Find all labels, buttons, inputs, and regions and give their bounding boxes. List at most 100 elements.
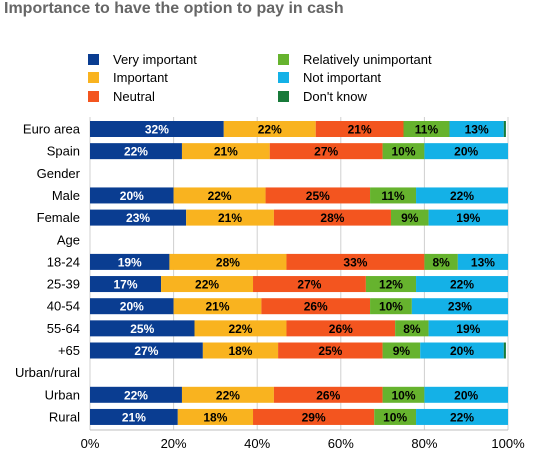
bar-rural-not-important: [416, 408, 508, 425]
category-label-rural: Rural: [49, 409, 80, 424]
x-tick-label: 0%: [81, 436, 100, 451]
data-label-female-not-important: 19%: [456, 211, 480, 225]
grid: [89, 117, 509, 431]
data-label-25-39-important: 22%: [195, 278, 219, 292]
category-label-18-24: 18-24: [47, 254, 80, 269]
category-label-spain: Spain: [47, 144, 80, 159]
bar-female-relatively-unimportant: [390, 209, 429, 226]
category-label-urban: Urban: [45, 387, 80, 402]
data-label-euro-area-not-important: 13%: [465, 123, 489, 137]
bar-euro-area-relatively-unimportant: [403, 121, 450, 137]
bar-25-39-important: [161, 276, 254, 293]
legend: Very important Important Neutral Relatively…: [88, 52, 432, 104]
category-label-40-54: 40-54: [47, 299, 80, 314]
data-label-40-54-neutral: 26%: [304, 300, 328, 314]
bar-spain-not-important: [424, 143, 508, 160]
data-label-euro-area-neutral: 21%: [348, 123, 372, 137]
legend-label-very-important: Very important: [113, 52, 197, 67]
data-label-female-very-important: 23%: [126, 211, 150, 225]
bar-40-54-important: [173, 298, 262, 315]
category-label-male: Male: [52, 188, 80, 203]
data-label-euro-area-important: 22%: [258, 123, 282, 137]
data-label-male-not-important: 22%: [450, 189, 474, 203]
data-label-male-neutral: 25%: [306, 189, 330, 203]
data-label-65-not-important: 20%: [450, 344, 474, 358]
data-label-40-54-not-important: 23%: [448, 300, 472, 314]
data-label-25-39-relatively-unimportant: 12%: [379, 278, 403, 292]
bar-euro-area-important: [223, 121, 316, 137]
bar-rural-important: [177, 408, 254, 425]
bar-18-24-neutral: [286, 253, 425, 270]
data-label-spain-very-important: 22%: [124, 145, 148, 159]
bar-male-neutral: [265, 187, 371, 204]
legend-swatch-relatively-unimportant: [278, 54, 289, 65]
bar-55-64-very-important: [90, 320, 195, 337]
bar-urban-important: [181, 386, 274, 403]
data-label-55-64-very-important: 25%: [130, 322, 154, 336]
data-label-rural-not-important: 22%: [450, 410, 474, 424]
bar-euro-area-very-important: [90, 121, 224, 137]
data-label-female-important: 21%: [218, 211, 242, 225]
bar-female-neutral: [273, 209, 391, 226]
bar-40-54-very-important: [90, 298, 174, 315]
data-label-18-24-very-important: 19%: [118, 255, 142, 269]
data-label-rural-important: 18%: [203, 410, 227, 424]
bar-euro-area-neutral: [315, 121, 404, 137]
bar-65-very-important: [90, 342, 203, 359]
bar-55-64-not-important: [428, 320, 508, 337]
data-label-18-24-not-important: 13%: [471, 255, 495, 269]
legend-swatch-very-important: [88, 54, 99, 65]
data-label-spain-important: 21%: [214, 145, 238, 159]
data-label-urban-very-important: 22%: [124, 388, 148, 402]
category-label-25-39: 25-39: [47, 277, 80, 292]
data-label-rural-relatively-unimportant: 10%: [383, 410, 407, 424]
data-label-spain-relatively-unimportant: 10%: [391, 145, 415, 159]
bar-euro-area-don-t-know: [503, 121, 506, 137]
data-label-spain-not-important: 20%: [454, 145, 478, 159]
data-label-55-64-not-important: 19%: [456, 322, 480, 336]
bar-18-24-not-important: [457, 253, 508, 270]
bar-65-don-t-know: [503, 342, 506, 359]
bar-25-39-relatively-unimportant: [365, 276, 417, 293]
bar-female-important: [186, 209, 274, 226]
data-label-25-39-not-important: 22%: [450, 278, 474, 292]
x-tick-label: 60%: [328, 436, 354, 451]
bar-male-not-important: [416, 187, 508, 204]
data-label-55-64-important: 22%: [228, 322, 252, 336]
data-label-male-important: 22%: [208, 189, 232, 203]
legend-label-not-important: Not important: [303, 70, 381, 85]
bar-male-relatively-unimportant: [370, 187, 417, 204]
bar-65-not-important: [420, 342, 504, 359]
bar-rural-very-important: [90, 408, 178, 425]
data-label-male-very-important: 20%: [120, 189, 144, 203]
data-label-18-24-neutral: 33%: [343, 255, 367, 269]
data-label-65-neutral: 25%: [318, 344, 342, 358]
x-tick-label: 40%: [244, 436, 270, 451]
category-label-urban-rural: Urban/rural: [15, 365, 80, 380]
legend-swatch-important: [88, 72, 99, 83]
bar-urban-relatively-unimportant: [382, 386, 425, 403]
data-label-40-54-relatively-unimportant: 10%: [379, 300, 403, 314]
bar-spain-neutral: [269, 143, 383, 160]
bar-rural-relatively-unimportant: [374, 408, 417, 425]
data-label-65-relatively-unimportant: 9%: [393, 344, 411, 358]
bar-euro-area-not-important: [449, 121, 504, 137]
data-label-65-important: 18%: [228, 344, 252, 358]
data-label-euro-area-relatively-unimportant: 11%: [415, 123, 439, 137]
category-labels: Euro area Spain Gender Male Female Age 18-24 25…: [15, 122, 81, 425]
legend-swatch-not-important: [278, 72, 289, 83]
x-tick-label: 80%: [411, 436, 437, 451]
data-label-55-64-relatively-unimportant: 8%: [403, 322, 421, 336]
bar-spain-important: [181, 143, 270, 160]
bar-18-24-important: [169, 253, 287, 270]
bar-male-very-important: [90, 187, 174, 204]
bar-65-neutral: [278, 342, 383, 359]
data-label-55-64-neutral: 26%: [329, 322, 353, 336]
x-tick-label: 100%: [491, 436, 525, 451]
chart-title: Importance to have the option to pay in …: [4, 0, 344, 17]
x-axis-ticks: 0% 20% 40% 60% 80% 100%: [81, 436, 525, 451]
bar-40-54-relatively-unimportant: [370, 298, 412, 315]
bar-25-39-not-important: [416, 276, 508, 293]
